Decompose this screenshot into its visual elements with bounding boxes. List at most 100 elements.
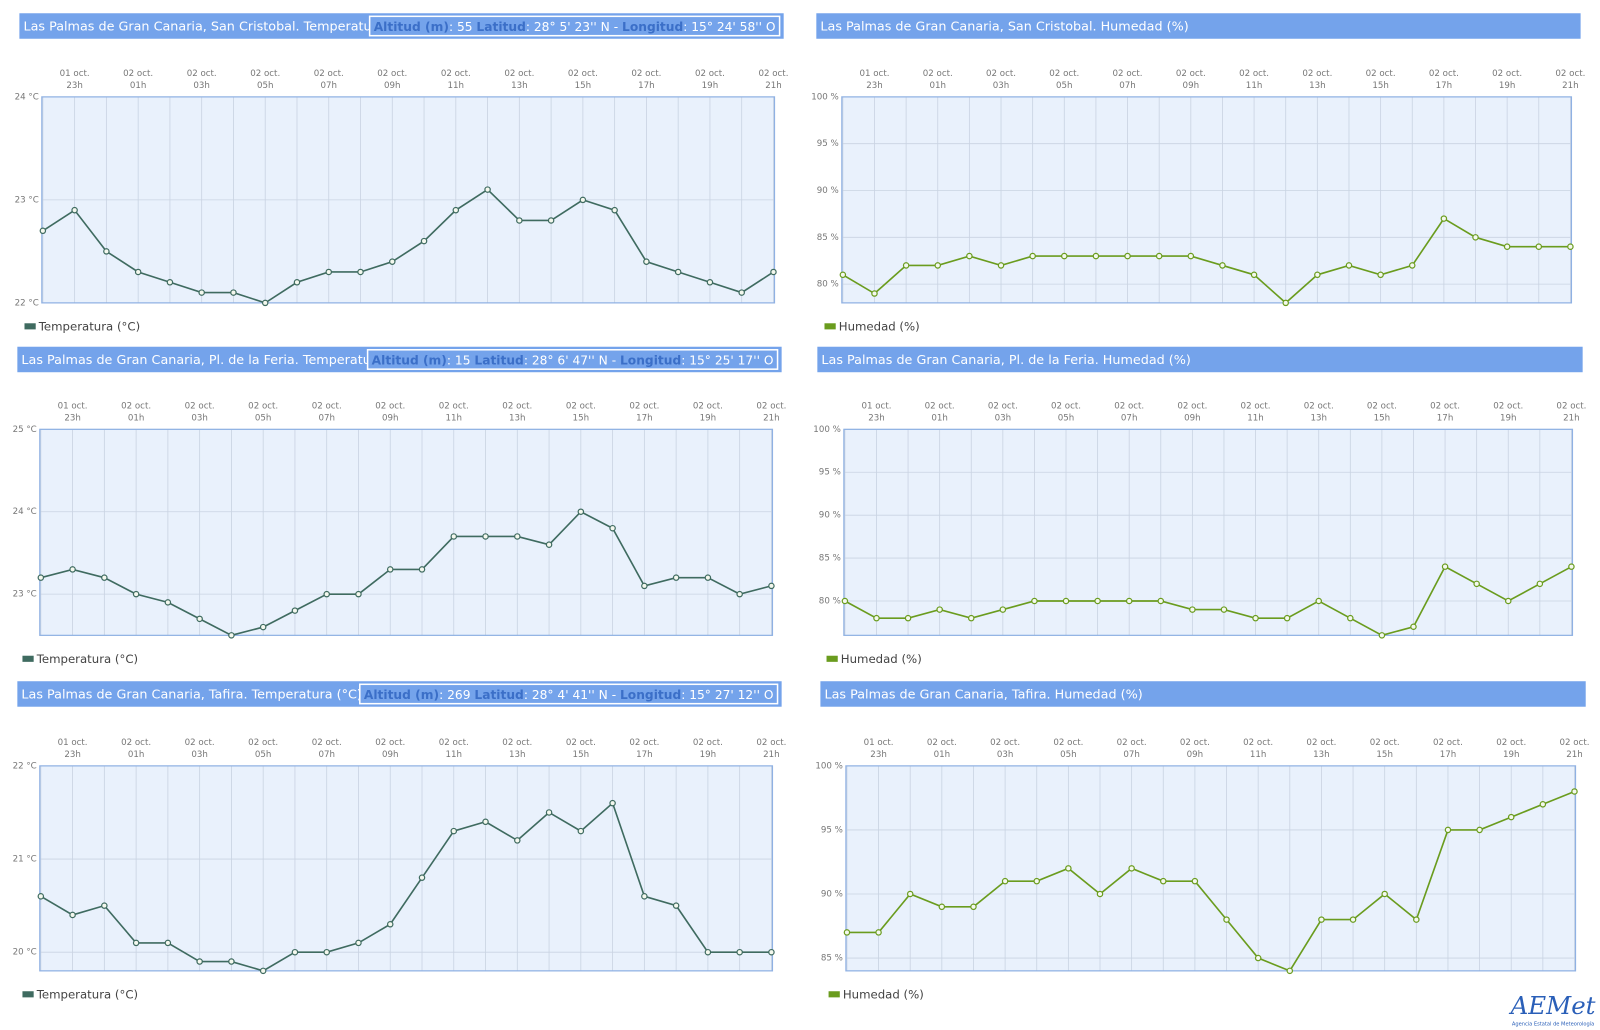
x-tick-hour: 05h — [1058, 414, 1075, 424]
info-label: Altitud (m) — [364, 687, 439, 701]
info-value: : 15° 27' 12'' O — [681, 687, 773, 701]
x-tick-hour: 01h — [130, 81, 147, 91]
x-tick-hour: 05h — [257, 81, 274, 91]
info-label: Latitud — [476, 20, 525, 34]
data-point — [1377, 271, 1384, 279]
x-tick-date: 02 oct. — [756, 401, 786, 411]
data-point — [641, 582, 648, 590]
data-point — [1314, 271, 1321, 279]
y-tick-label: 25 °C — [13, 425, 37, 435]
x-tick-hour: 01h — [929, 81, 946, 91]
data-point — [1408, 262, 1416, 269]
x-tick-date: 02 oct. — [695, 69, 725, 79]
x-tick-hour: 19h — [1499, 81, 1516, 91]
data-point — [196, 615, 203, 623]
x-tick-hour: 07h — [1123, 750, 1140, 760]
data-point — [482, 533, 489, 540]
x-tick-date: 02 oct. — [1304, 401, 1334, 411]
data-point — [839, 271, 847, 279]
data-point — [37, 574, 45, 581]
x-tick-date: 02 oct. — [1239, 69, 1269, 79]
x-tick-date: 02 oct. — [1555, 69, 1585, 79]
x-tick-hour: 03h — [997, 750, 1014, 760]
series-line — [844, 565, 1572, 637]
station-info: Altitud (m): 15 Latitud: 28° 6' 47'' N -… — [372, 353, 774, 367]
chart-title: Las Palmas de Gran Canaria, San Cristoba… — [820, 20, 1188, 35]
data-point — [230, 289, 237, 296]
y-tick-label: 100 % — [811, 92, 839, 102]
x-tick-hour: 07h — [1119, 81, 1136, 91]
info-label: Latitud — [474, 687, 523, 701]
x-tick-date: 02 oct. — [1302, 69, 1332, 79]
data-point — [934, 262, 942, 269]
x-tick-date: 02 oct. — [121, 401, 151, 411]
data-point — [291, 948, 299, 956]
x-tick-hour: 09h — [1187, 750, 1204, 760]
data-point — [1065, 865, 1072, 872]
data-point — [738, 289, 745, 296]
x-tick-hour: 01h — [128, 750, 145, 760]
series-line — [846, 790, 1575, 972]
x-tick-hour: 17h — [636, 414, 653, 424]
info-value: : 15° 25' 17'' O — [681, 353, 773, 367]
x-tick-hour: 15h — [1374, 414, 1391, 424]
chart-title: Las Palmas de Gran Canaria, Pl. de la Fe… — [21, 353, 413, 368]
chart-title: Las Palmas de Gran Canaria, San Cristoba… — [23, 20, 414, 35]
x-tick-date: 02 oct. — [185, 738, 215, 748]
y-tick-label: 80 % — [819, 597, 841, 607]
y-tick-label: 22 °C — [15, 298, 39, 308]
data-point — [1155, 252, 1163, 260]
data-point — [452, 206, 460, 214]
x-tick-hour: 09h — [1184, 414, 1201, 424]
x-tick-date: 02 oct. — [566, 738, 596, 748]
data-point — [1571, 788, 1578, 795]
legend-label: Humedad (%) — [843, 987, 924, 1001]
data-point — [37, 893, 45, 900]
plot-area — [39, 429, 773, 636]
data-point — [1318, 916, 1325, 923]
data-point — [1536, 580, 1544, 588]
x-tick-hour: 21h — [1566, 750, 1583, 760]
plot-border — [39, 765, 774, 972]
data-point — [1507, 813, 1515, 821]
data-point — [999, 606, 1007, 613]
x-tick-hour: 13h — [1313, 750, 1330, 760]
x-tick-date: 01 oct. — [58, 738, 88, 748]
info-label: Longitud — [620, 353, 681, 367]
x-tick-date: 02 oct. — [502, 401, 532, 411]
x-tick-hour: 21h — [765, 81, 782, 91]
x-tick-date: 02 oct. — [758, 69, 788, 79]
x-tick-date: 02 oct. — [1366, 69, 1396, 79]
y-tick-label: 95 % — [819, 468, 841, 478]
x-tick-hour: 05h — [255, 414, 272, 424]
x-tick-hour: 15h — [1372, 81, 1389, 91]
x-tick-hour: 17h — [1436, 81, 1453, 91]
data-point — [1220, 606, 1228, 613]
data-point — [672, 902, 680, 909]
data-point — [902, 262, 910, 269]
data-point — [1381, 890, 1388, 898]
x-tick-date: 02 oct. — [923, 69, 953, 79]
data-point — [259, 967, 267, 975]
x-tick-hour: 17h — [638, 81, 655, 91]
data-point — [1092, 252, 1100, 260]
data-point — [873, 614, 880, 622]
data-point — [1219, 262, 1226, 269]
data-point — [1125, 597, 1133, 605]
data-point — [355, 939, 362, 947]
data-point — [228, 958, 235, 965]
x-tick-date: 02 oct. — [1430, 401, 1460, 411]
x-tick-date: 02 oct. — [312, 738, 342, 748]
x-tick-hour: 11h — [1250, 750, 1267, 760]
plot-area — [845, 765, 1576, 971]
x-tick-hour: 19h — [1503, 750, 1520, 760]
x-tick-hour: 15h — [1376, 750, 1393, 760]
data-point — [1124, 252, 1131, 260]
x-tick-date: 02 oct. — [629, 738, 659, 748]
data-point — [967, 614, 975, 622]
data-point — [516, 217, 523, 224]
data-point — [69, 566, 76, 573]
y-tick-label: 20 °C — [13, 948, 37, 958]
x-tick-date: 02 oct. — [375, 401, 405, 411]
